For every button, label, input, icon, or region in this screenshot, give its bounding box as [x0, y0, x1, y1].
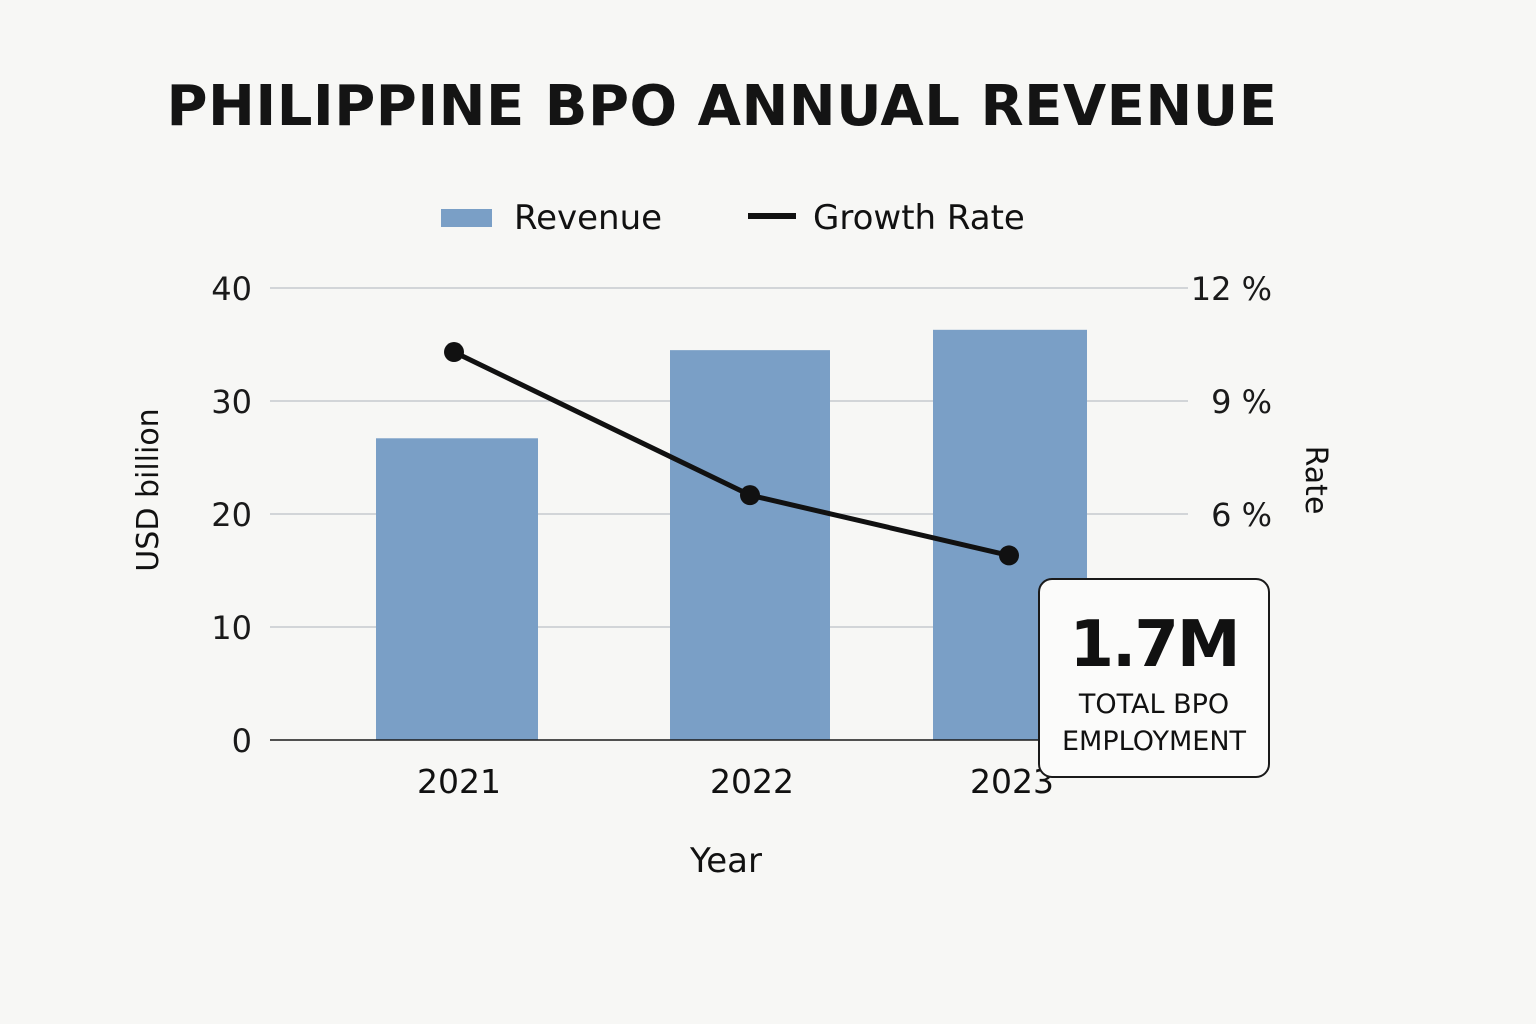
revenue-bar — [670, 350, 830, 740]
y-tick-label-right: 9 % — [1211, 383, 1272, 421]
y-tick-label-left: 30 — [211, 383, 252, 421]
growth-rate-line — [444, 342, 1019, 566]
right-axis-ticks: 6 % 9 % 12 % — [1191, 270, 1272, 534]
callout-label: TOTAL BPO EMPLOYMENT — [1061, 689, 1247, 757]
employment-callout: 1.7M TOTAL BPO EMPLOYMENT — [1038, 578, 1270, 778]
legend-swatch-revenue — [441, 209, 492, 227]
growth-rate-point — [999, 545, 1019, 566]
y-axis-label-left: USD billion — [131, 408, 166, 571]
x-tick-label: 2021 — [417, 762, 501, 801]
y-tick-label-left: 40 — [211, 270, 252, 308]
left-axis-ticks: 0 10 20 30 40 — [211, 270, 252, 760]
legend-label-growth-rate: Growth Rate — [813, 198, 1025, 238]
revenue-bars — [376, 329, 1087, 740]
x-axis-label: Year — [689, 841, 762, 881]
y-tick-label-right: 12 % — [1191, 270, 1272, 308]
revenue-bar — [376, 438, 538, 740]
x-axis-ticks: 2021 2022 2023 — [417, 762, 1054, 801]
y-tick-label-right: 6 % — [1211, 496, 1272, 534]
callout-value: 1.7M — [1069, 608, 1240, 682]
growth-rate-point — [444, 342, 464, 363]
y-tick-label-left: 20 — [211, 496, 252, 534]
legend-label-revenue: Revenue — [514, 198, 662, 238]
growth-rate-point — [740, 485, 760, 506]
chart-title: PHILIPPINE BPO ANNUAL REVENUE — [166, 74, 1278, 139]
legend: Revenue Growth Rate — [441, 198, 1025, 238]
x-tick-label: 2022 — [710, 762, 794, 801]
y-axis-label-right: Rate — [1298, 446, 1333, 515]
y-tick-label-left: 10 — [211, 609, 252, 647]
y-tick-label-left: 0 — [232, 722, 252, 760]
